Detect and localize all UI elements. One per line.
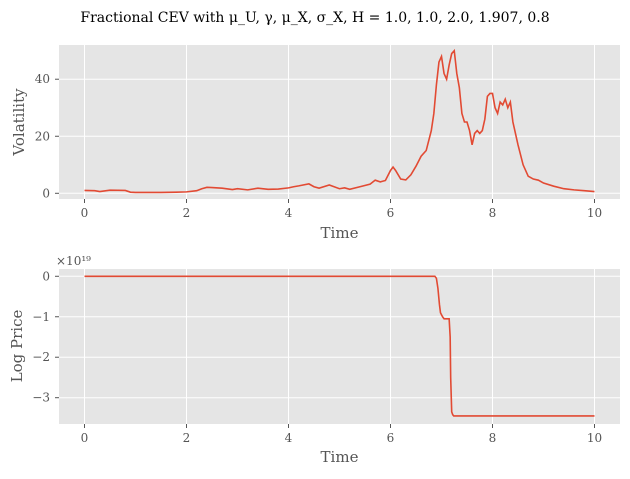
plot-background xyxy=(59,45,620,199)
x-tick-label: 8 xyxy=(489,431,497,445)
ticks: 0 2 4 6 8 10 0 20 40 xyxy=(35,72,602,220)
ticks: 0 2 4 6 8 10 0 −1 −2 −3 xyxy=(32,269,602,445)
x-tick-label: 8 xyxy=(489,206,497,220)
y-tick-label: 40 xyxy=(35,72,50,86)
x-tick-label: 0 xyxy=(81,206,89,220)
y-axis-label: Volatility xyxy=(10,88,28,157)
x-tick-label: 6 xyxy=(387,206,395,220)
x-axis-label: Time xyxy=(321,448,359,466)
plot-background xyxy=(59,269,620,424)
x-tick-label: 10 xyxy=(587,206,602,220)
y-axis-label: Log Price xyxy=(8,310,26,383)
x-tick-label: 10 xyxy=(587,431,602,445)
volatility-panel: 0 2 4 6 8 10 0 20 40 Time Volatility xyxy=(10,45,620,242)
y-tick-label: 20 xyxy=(35,129,50,143)
x-tick-label: 2 xyxy=(183,206,191,220)
x-axis-label: Time xyxy=(321,224,359,242)
y-tick-label: 0 xyxy=(42,269,50,283)
figure-title: Fractional CEV with μ_U, γ, μ_X, σ_X, H … xyxy=(80,10,549,26)
x-tick-label: 4 xyxy=(285,206,293,220)
x-tick-label: 4 xyxy=(285,431,293,445)
y-tick-label: −2 xyxy=(32,350,50,364)
y-tick-label: −3 xyxy=(32,391,50,405)
y-tick-label: −1 xyxy=(32,310,50,324)
y-tick-label: 0 xyxy=(42,186,50,200)
grid xyxy=(59,45,620,199)
volatility-series-line xyxy=(84,48,595,194)
x-tick-label: 6 xyxy=(387,431,395,445)
y-offset-label: ×10¹⁹ xyxy=(56,254,91,268)
log-price-panel: 0 2 4 6 8 10 0 −1 −2 −3 ×10¹⁹ Time Log Price xyxy=(8,254,620,466)
log-price-series-line xyxy=(84,275,595,417)
x-tick-label: 0 xyxy=(81,431,89,445)
x-tick-label: 2 xyxy=(183,431,191,445)
